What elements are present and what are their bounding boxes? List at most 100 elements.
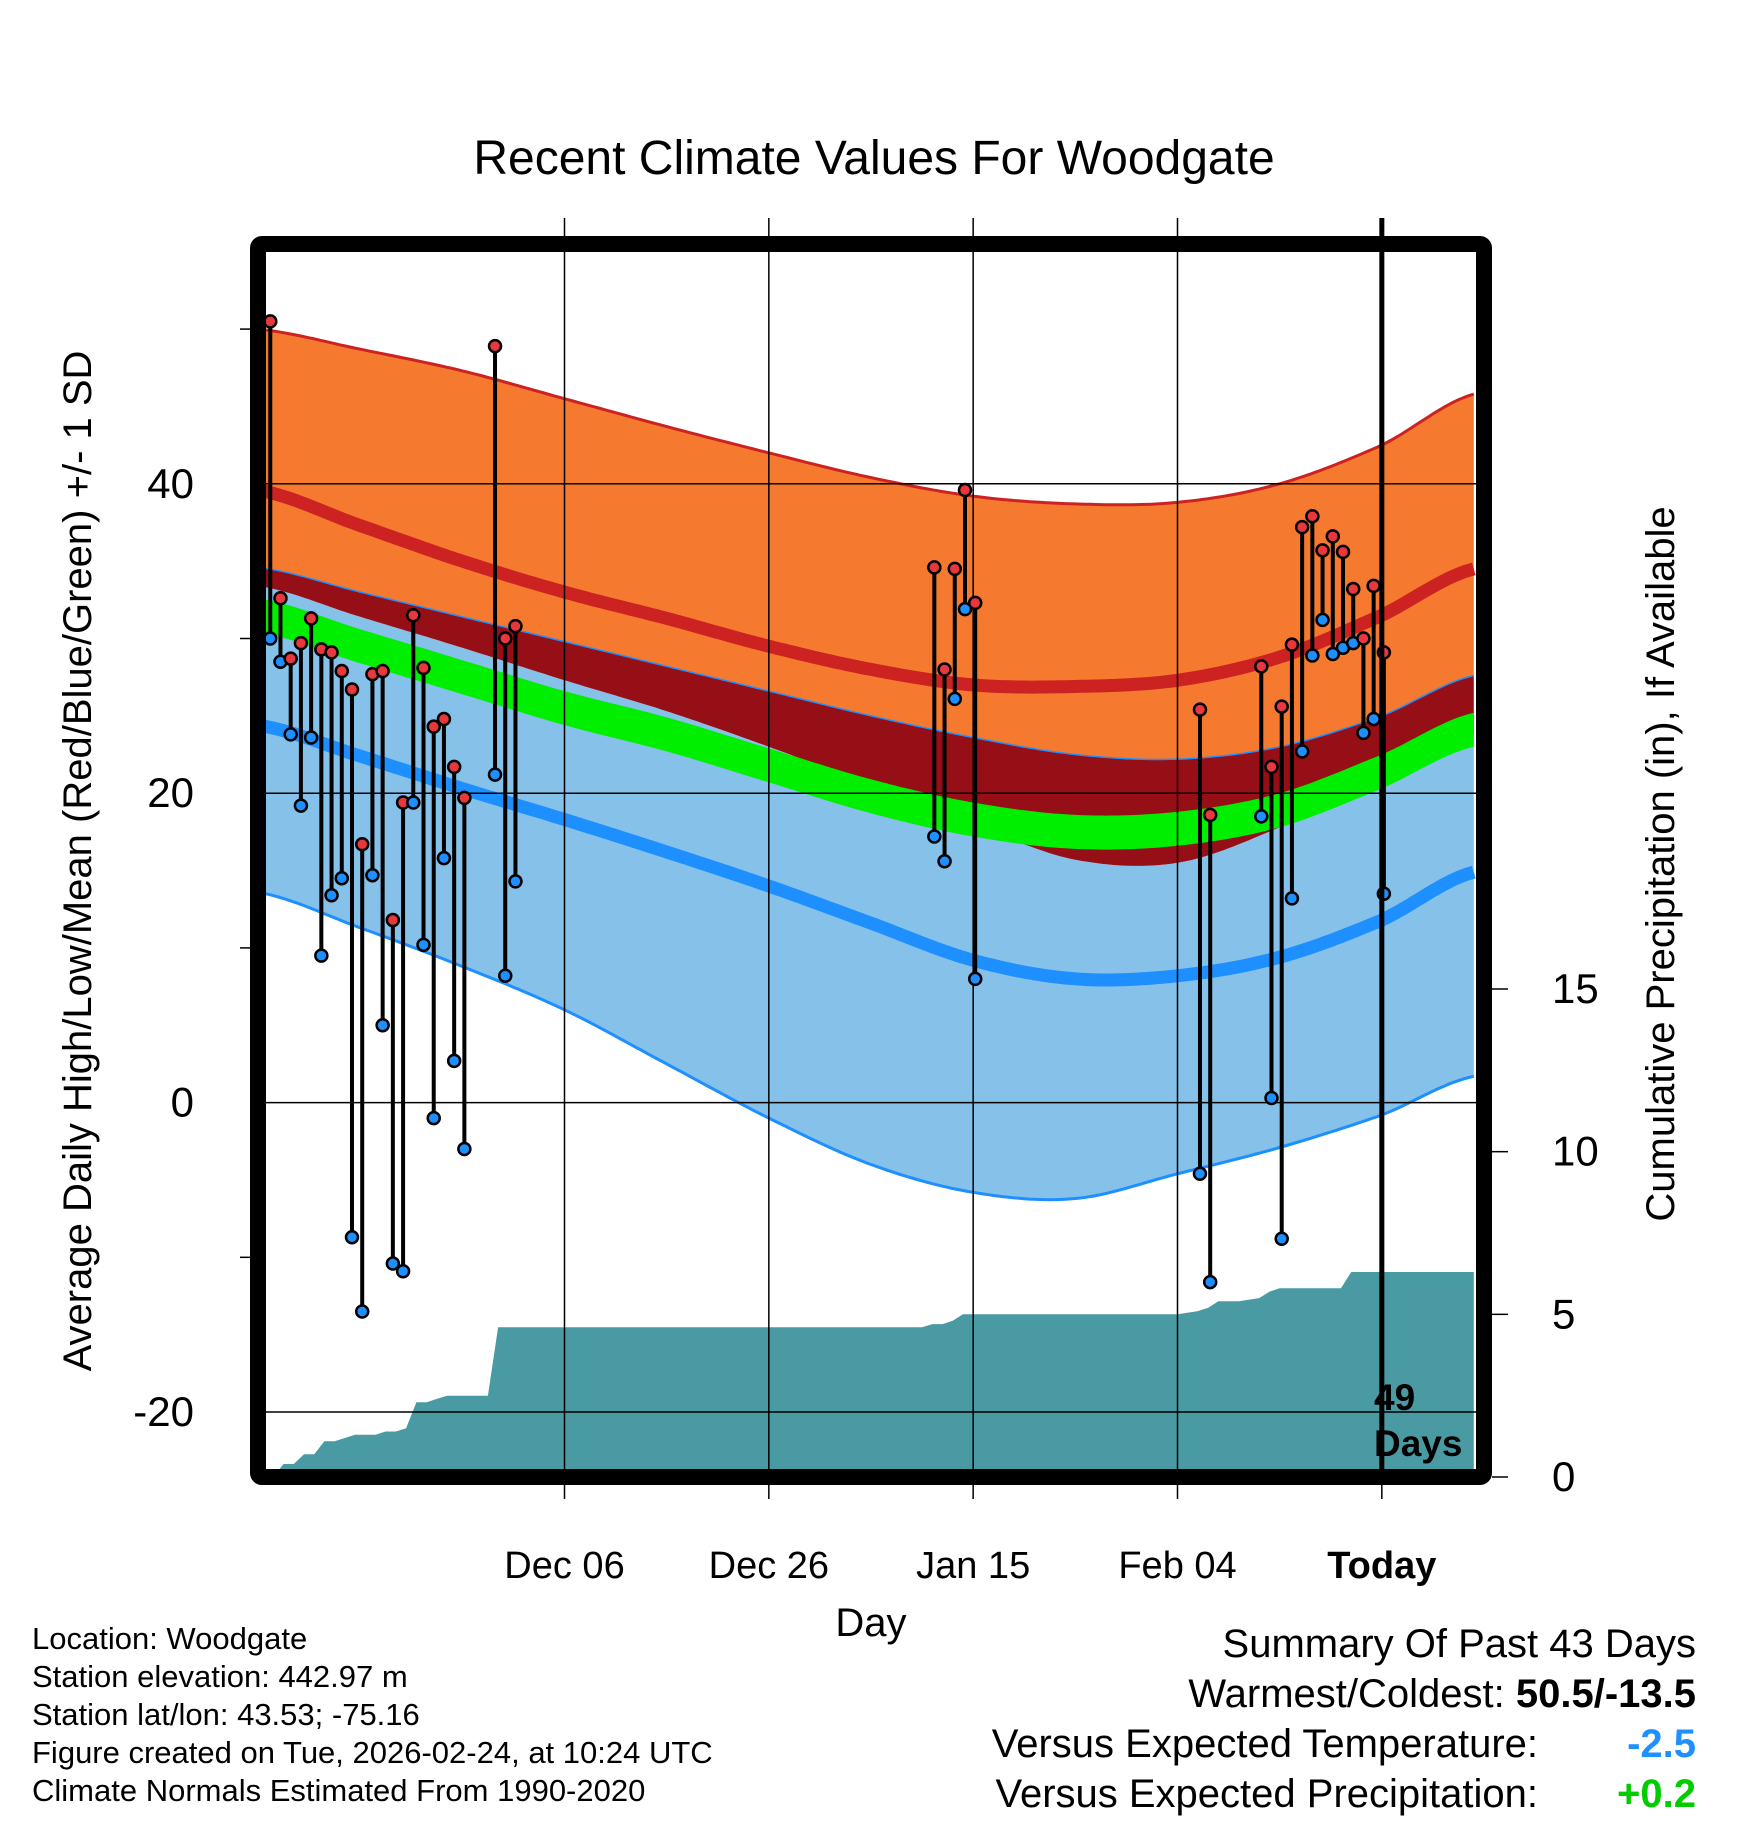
observation [385, 912, 401, 1271]
observation [1192, 702, 1208, 1182]
observation [263, 314, 278, 646]
low-point [947, 691, 963, 707]
low-point [1264, 1090, 1279, 1106]
summary-warm-cold-label: Warmest/Coldest: [1188, 1672, 1516, 1716]
chart-title: Recent Climate Values For Woodgate [473, 132, 1275, 185]
info-latlon: Station lat/lon: 43.53; -75.16 [32, 1697, 420, 1732]
observation [967, 595, 983, 987]
y2-axis-title: Cumulative Precipitation (in), If Availa… [1639, 506, 1683, 1221]
x-tick-label: Dec 06 [504, 1545, 624, 1587]
high-point [334, 663, 350, 679]
observation [497, 631, 513, 984]
x-tick-label: Dec 26 [709, 1545, 829, 1587]
high-point [1294, 519, 1310, 535]
observation [508, 618, 523, 889]
low-point [395, 1263, 411, 1279]
observation [937, 662, 952, 869]
high-point [1345, 581, 1361, 597]
low-sd-band [265, 587, 1474, 1200]
low-point [1254, 809, 1269, 824]
low-point [283, 727, 298, 742]
low-point [426, 1110, 441, 1126]
low-point [344, 1229, 360, 1245]
low-point [314, 948, 329, 963]
observation [324, 645, 339, 903]
observation [354, 837, 370, 1319]
low-point [1356, 725, 1371, 741]
low-point [385, 1256, 401, 1271]
observation [426, 719, 441, 1126]
high-point [344, 682, 360, 697]
high-point [283, 651, 298, 666]
y-tick-label: 0 [171, 1079, 194, 1126]
high-point [385, 912, 401, 928]
y-tick-label: -20 [133, 1388, 194, 1435]
high-point [957, 482, 973, 498]
high-point [1274, 699, 1289, 714]
summary-temp-label: Versus Expected Temperature: [991, 1722, 1538, 1766]
observation [1294, 519, 1310, 759]
high-point [263, 314, 278, 329]
info-elevation: Station elevation: 442.97 m [32, 1659, 408, 1694]
observation [947, 561, 963, 707]
observation [416, 660, 431, 953]
low-point [293, 798, 309, 813]
observation [1264, 759, 1279, 1106]
low-point [487, 767, 503, 782]
observation [1366, 578, 1381, 727]
observation [406, 608, 421, 810]
low-point [508, 874, 523, 889]
low-point [927, 829, 942, 844]
observation [334, 663, 350, 886]
low-point [436, 850, 452, 866]
observation [303, 611, 319, 745]
summary-warm-cold: Warmest/Coldest: 50.5/-13.5 [1188, 1672, 1696, 1717]
today-days-label: Days [1374, 1423, 1462, 1464]
y-tick-label: 20 [147, 769, 194, 816]
high-point [1264, 759, 1279, 775]
high-point [273, 591, 288, 606]
observation [1202, 807, 1218, 1290]
x-axis-title: Day [835, 1601, 906, 1645]
high-point [1366, 578, 1381, 594]
high-point [1356, 631, 1371, 646]
low-point [497, 968, 513, 984]
high-point [375, 663, 390, 679]
high-point [497, 631, 513, 646]
observation [436, 711, 452, 866]
low-point [354, 1304, 370, 1319]
observation [375, 663, 390, 1033]
y2-tick-label: 15 [1552, 965, 1599, 1012]
observation [1335, 544, 1351, 656]
high-point [1315, 543, 1330, 558]
low-point [1366, 711, 1381, 727]
high-normal-line [265, 484, 1476, 694]
high-point [436, 711, 452, 727]
high-point [508, 618, 523, 634]
mean-band [265, 599, 1474, 850]
high-point [487, 338, 503, 354]
today-days-number: 49 [1374, 1377, 1415, 1418]
high-point [947, 561, 963, 577]
low-point [967, 971, 983, 987]
low-point [1202, 1274, 1218, 1290]
observation [1325, 529, 1341, 662]
y2-tick-label: 5 [1552, 1290, 1575, 1337]
high-upper-line [265, 328, 1475, 507]
observation [446, 759, 462, 1069]
low-point [375, 1018, 390, 1033]
observation [344, 682, 360, 1245]
observation [314, 642, 329, 963]
high-point [937, 662, 952, 677]
high-point [1202, 807, 1218, 823]
high-point [967, 595, 983, 611]
low-point [1294, 744, 1310, 759]
low-point [1325, 646, 1341, 662]
low-point [1274, 1231, 1289, 1247]
info-created: Figure created on Tue, 2026-02-24, at 10… [32, 1735, 713, 1770]
low-point [1305, 648, 1320, 663]
summary-precip-label: Versus Expected Precipitation: [995, 1772, 1538, 1816]
observation [395, 795, 411, 1279]
observation [1356, 631, 1371, 741]
observation [1254, 659, 1269, 824]
